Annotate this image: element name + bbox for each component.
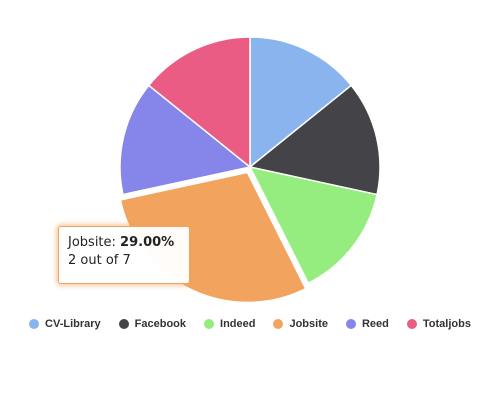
legend-label: Indeed — [220, 318, 256, 330]
legend-label: Totaljobs — [422, 318, 471, 330]
legend-swatch-icon — [118, 319, 129, 329]
legend-swatch-icon — [406, 319, 417, 329]
pie-slice-reed[interactable] — [119, 84, 251, 196]
tooltip-detail: 2 out of 7 — [68, 253, 131, 268]
tooltip-line-1: Jobsite: 29.00% — [68, 234, 180, 252]
legend-swatch-icon — [204, 319, 215, 329]
tooltip: Jobsite: 29.00% 2 out of 7 — [58, 226, 190, 284]
tooltip-value: 29.00% — [120, 235, 175, 250]
legend-item-cv-library[interactable]: CV-Library — [29, 318, 101, 330]
pie-slice-cv-library[interactable] — [249, 36, 352, 168]
legend-item-totaljobs[interactable]: Totaljobs — [406, 318, 471, 330]
tooltip-label: Jobsite: — [68, 235, 121, 250]
legend-item-reed[interactable]: Reed — [345, 318, 389, 330]
legend: CV-Library Facebook Indeed Jobsite Reed Total… — [0, 318, 500, 330]
legend-item-indeed[interactable]: Indeed — [204, 318, 255, 330]
legend-item-facebook[interactable]: Facebook — [118, 318, 187, 330]
legend-label: Jobsite — [289, 318, 328, 330]
pie-slice-indeed[interactable] — [249, 166, 378, 284]
pie-slice-totaljobs[interactable] — [148, 36, 251, 168]
legend-swatch-icon — [29, 319, 40, 329]
legend-swatch-icon — [345, 319, 356, 329]
pie-chart — [119, 36, 381, 304]
legend-label: Reed — [361, 318, 389, 330]
legend-label: Facebook — [134, 318, 187, 330]
pie-slice-facebook[interactable] — [249, 84, 381, 196]
legend-swatch-icon — [273, 319, 284, 329]
legend-label: CV-Library — [45, 318, 101, 330]
legend-item-jobsite[interactable]: Jobsite — [273, 318, 328, 330]
